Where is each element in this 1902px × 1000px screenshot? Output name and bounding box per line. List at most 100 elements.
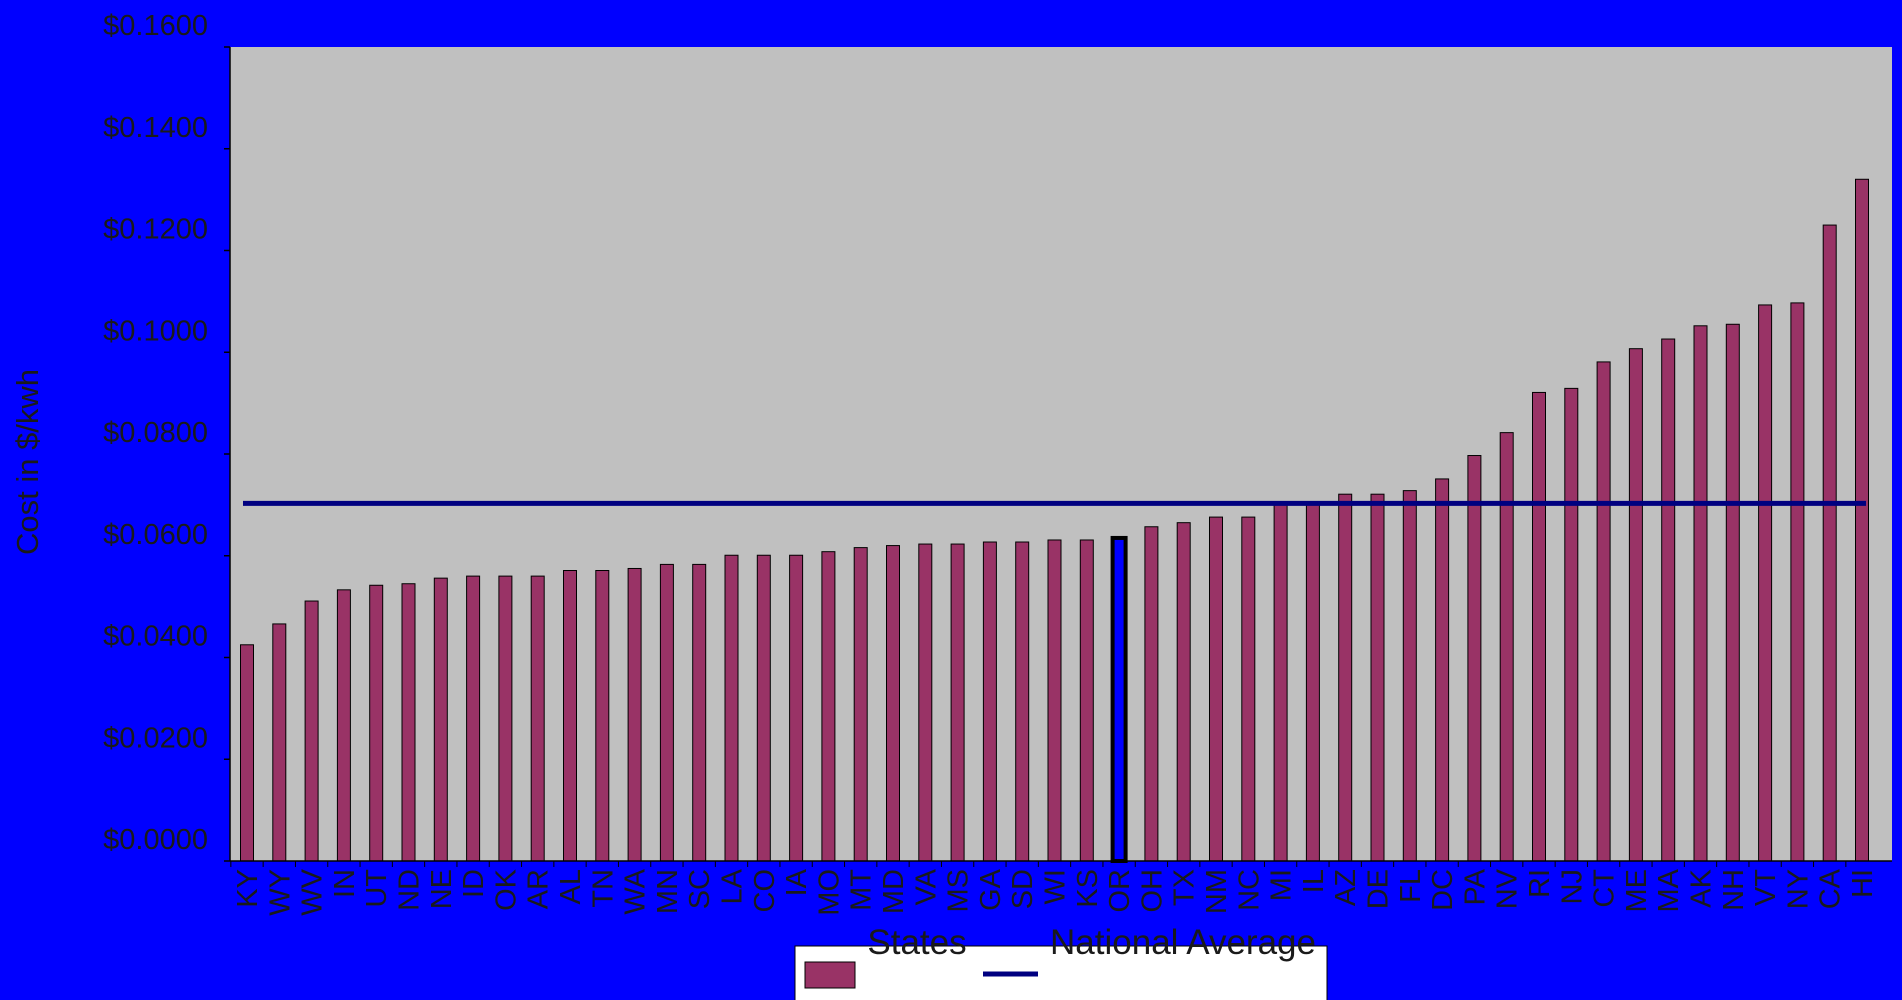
bar-vt [1758,304,1773,862]
bar-mo [821,551,836,862]
bar-co [756,554,771,862]
bar-oh [1144,526,1159,862]
y-axis-title: Cost in $/kwh [10,369,45,555]
bar-tx [1176,522,1191,862]
x-tick-label-wi: WI [1040,869,1072,904]
x-tick-label-al: AL [555,869,587,904]
bar-ca [1822,224,1837,862]
bar-ok [498,575,513,862]
x-tick-label-ma: MA [1653,868,1685,912]
bar-ut [369,584,384,862]
x-tick-label-wy: WY [264,869,296,916]
x-tick-label-dc: DC [1427,869,1459,911]
x-tick-label-or: OR [1104,869,1136,913]
x-tick-label-ca: CA [1815,868,1847,909]
bar-md [886,545,900,862]
y-tick-label: $0.1200 [103,214,208,246]
y-axis-ticks [224,46,230,862]
y-tick-label: $0.0600 [103,519,208,551]
bar-ga [982,541,997,862]
x-tick-label-ga: GA [975,868,1007,911]
x-tick-label-ok: OK [490,868,522,911]
y-tick-label: $0.1400 [103,112,208,144]
bar-wi [1047,539,1062,862]
bar-hi [1855,178,1869,862]
x-tick-label-tx: TX [1169,869,1201,906]
bar-al [563,570,577,862]
y-tick-label: $0.0400 [103,621,208,653]
y-tick-label: $0.0800 [103,417,208,449]
x-tick-label-vt: VT [1750,869,1782,906]
y-tick-label: $0.0200 [103,722,208,754]
x-tick-label-id: ID [458,869,490,898]
bar-mt [853,547,868,862]
bar-ar [530,575,545,862]
x-tick-label-mi: MI [1266,869,1298,901]
x-tick-label-nd: ND [394,869,426,911]
bar-la [724,554,739,862]
x-tick-label-sd: SD [1007,869,1039,909]
x-tick-label-mn: MN [652,869,684,914]
x-tick-label-nh: NH [1718,869,1750,911]
x-tick-label-sc: SC [684,869,716,909]
x-tick-label-ri: RI [1524,869,1556,898]
bar-sc [692,563,707,862]
x-tick-label-ct: CT [1589,869,1621,908]
bar-nh [1725,323,1740,862]
bar-tn [595,570,610,862]
x-tick-label-ar: AR [523,869,555,909]
bar-nj [1564,387,1579,862]
x-tick-label-md: MD [878,869,910,914]
bar-ct [1596,361,1611,862]
bar-ny [1790,302,1805,862]
bar-az [1338,493,1353,862]
bar-in [336,589,351,862]
bar-ky [240,644,254,862]
bar-me [1628,348,1643,862]
x-tick-label-co: CO [749,869,781,913]
x-tick-label-va: VA [910,868,942,905]
bar-id [466,575,481,862]
x-tick-label-ne: NE [426,869,458,909]
x-tick-label-nv: NV [1492,868,1524,909]
bar-ia [789,554,804,862]
y-tick-label: $0.1600 [103,10,208,42]
x-tick-label-ia: IA [781,868,813,896]
bar-nd [401,583,416,862]
x-tick-label-la: LA [717,868,749,904]
bar-nm [1209,516,1223,862]
x-axis-tick-labels: KY WY WV IN UT ND NE ID OK AR AL TN WA MN SC LA CO IA MO MT… [232,868,1879,915]
bar-pa [1467,455,1482,862]
x-tick-label-pa: PA [1459,868,1491,905]
x-tick-label-mt: MT [846,869,878,911]
legend: States National Average [794,923,1328,1000]
bar-mi [1273,503,1288,862]
x-tick-label-az: AZ [1330,869,1362,906]
bar-dc [1435,478,1450,862]
x-tick-label-wa: WA [620,868,652,914]
bar-de [1370,493,1385,862]
x-tick-label-tn: TN [587,869,619,908]
x-tick-label-me: ME [1621,869,1653,913]
bar-ms [950,543,965,862]
x-tick-label-wv: WV [297,868,329,915]
bar-wy [272,623,287,862]
x-tick-label-ky: KY [232,869,264,908]
bar-ks [1079,539,1094,862]
bar-nv [1499,432,1514,862]
bar-or [1110,535,1128,863]
bar-sd [1015,541,1030,862]
bar-wv [304,600,319,862]
x-tick-label-mo: MO [813,869,845,916]
legend-swatch-states [804,961,856,989]
x-tick-label-ms: MS [943,869,975,913]
x-tick-label-nm: NM [1201,869,1233,914]
bar-ak [1693,325,1708,862]
x-tick-label-hi: HI [1847,869,1879,898]
y-tick-label: $0.1000 [103,315,208,347]
bar-mn [659,563,674,862]
y-tick-label: $0.0000 [103,824,208,856]
bar-ri [1532,391,1546,862]
